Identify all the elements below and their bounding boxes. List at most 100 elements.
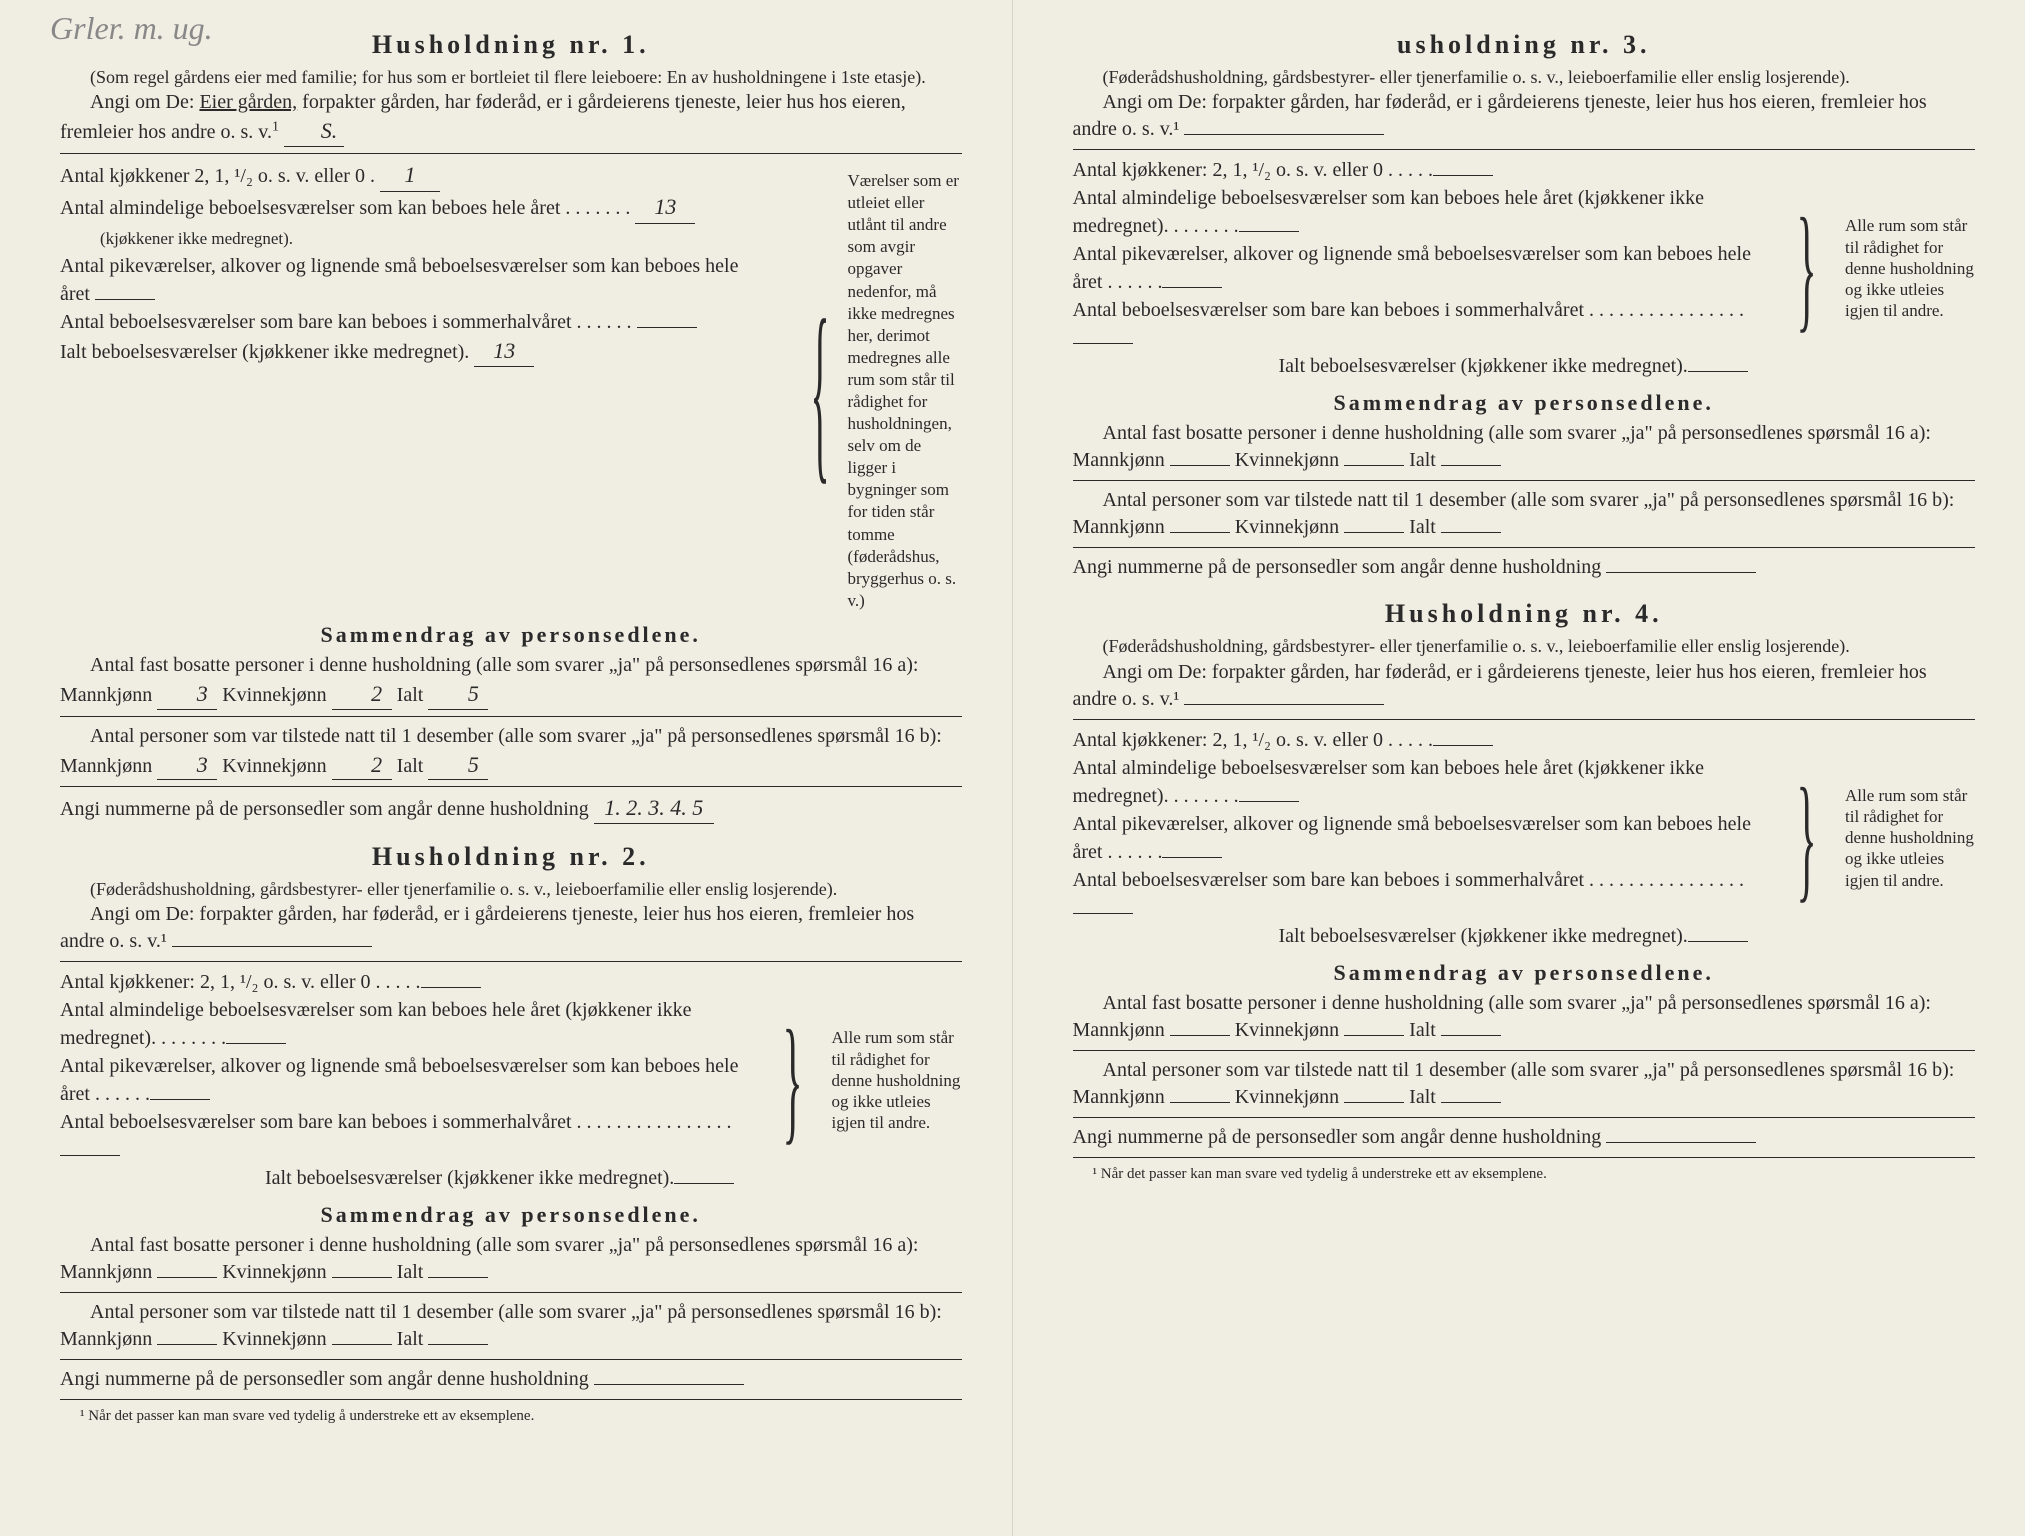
- h4-fast: Antal fast bosatte personer i denne hush…: [1073, 990, 1976, 1044]
- h4-pike-label: Antal pikeværelser, alkover og lignende …: [1073, 813, 1751, 863]
- ialt-val[interactable]: 13: [474, 336, 534, 368]
- mann-a[interactable]: 3: [157, 679, 217, 710]
- h3-ialt-val[interactable]: [1688, 371, 1748, 372]
- h4-subtitle: (Føderådshusholdning, gårdsbestyrer- ell…: [1073, 635, 1976, 658]
- angi-value[interactable]: S.: [284, 116, 344, 147]
- h4-angi: Angi om De: forpakter gården, har føderå…: [1073, 659, 1976, 713]
- h3-pike: Antal pikeværelser, alkover og lignende …: [1073, 240, 1768, 296]
- kvinne-b[interactable]: 2: [332, 750, 392, 781]
- h4-sommer-val[interactable]: [1073, 913, 1133, 914]
- h4-fast-label: Antal fast bosatte personer i denne hush…: [1073, 992, 1932, 1041]
- divider: [1073, 1157, 1976, 1158]
- angi-eier: Eier gården,: [199, 91, 297, 113]
- brace-icon: }: [1796, 803, 1816, 873]
- h3-alm-val[interactable]: [1239, 231, 1299, 232]
- h4-kjokken: Antal kjøkkener: 2, 1, ¹/₂ o. s. v. elle…: [1073, 726, 1768, 754]
- brace-icon: }: [1796, 233, 1816, 303]
- h3-nummerne-val[interactable]: [1606, 572, 1756, 573]
- sommer-val[interactable]: [637, 327, 697, 328]
- h1-rooms: Antal kjøkkener 2, 1, ¹/₂ o. s. v. eller…: [60, 160, 756, 612]
- household-1: Husholdning nr. 1. (Som regel gårdens ei…: [60, 30, 962, 824]
- h2-ialt-b[interactable]: [428, 1344, 488, 1345]
- kvinne-a[interactable]: 2: [332, 679, 392, 710]
- h4-pike: Antal pikeværelser, alkover og lignende …: [1073, 810, 1768, 866]
- h4-kjokken-label: Antal kjøkkener: 2, 1, ¹/₂ o. s. v. elle…: [1073, 729, 1434, 751]
- mann-b[interactable]: 3: [157, 750, 217, 781]
- h4-angi-val[interactable]: [1184, 704, 1384, 705]
- h1-angi: Angi om De: Eier gården, forpakter gårde…: [60, 89, 962, 147]
- h3-kvinne-b-label: Kvinnekjønn: [1235, 516, 1339, 538]
- ialt-label: Ialt beboelsesværelser (kjøkkener ikke m…: [60, 341, 469, 363]
- h2-alm-val[interactable]: [226, 1043, 286, 1044]
- h2-ialt-val[interactable]: [674, 1183, 734, 1184]
- footnote-1: ¹ Når det passer kan man svare ved tydel…: [60, 1408, 962, 1425]
- h2-sidenote: Alle rum som står til rådighet for denne…: [832, 1027, 962, 1133]
- h2-sammen-title: Sammendrag av personsedlene.: [60, 1202, 962, 1228]
- h3-tilstede: Antal personer som var tilstede natt til…: [1073, 487, 1976, 541]
- h2-rooms: Antal kjøkkener: 2, 1, ¹/₂ o. s. v. elle…: [60, 968, 754, 1192]
- ialt-b-label: Ialt: [397, 755, 424, 777]
- h4-ialt-val[interactable]: [1688, 941, 1748, 942]
- h3-mann-a[interactable]: [1170, 465, 1230, 466]
- h3-kjokken-val[interactable]: [1433, 175, 1493, 176]
- h4-ialt-a-label: Ialt: [1409, 1019, 1436, 1041]
- h3-rooms: Antal kjøkkener: 2, 1, ¹/₂ o. s. v. elle…: [1073, 156, 1768, 380]
- h3-sommer-val[interactable]: [1073, 343, 1133, 344]
- household-2: Husholdning nr. 2. (Føderådshusholdning,…: [60, 842, 962, 1425]
- h2-nummerne-val[interactable]: [594, 1384, 744, 1385]
- ialt-a[interactable]: 5: [428, 679, 488, 710]
- h2-almindelige: Antal almindelige beboelsesværelser som …: [60, 996, 754, 1052]
- h4-rooms: Antal kjøkkener: 2, 1, ¹/₂ o. s. v. elle…: [1073, 726, 1768, 950]
- h3-angi-val[interactable]: [1184, 134, 1384, 135]
- h4-kvinne-b[interactable]: [1344, 1102, 1404, 1103]
- h2-kjokken: Antal kjøkkener: 2, 1, ¹/₂ o. s. v. elle…: [60, 968, 754, 996]
- h2-kvinne-b[interactable]: [332, 1344, 392, 1345]
- h4-kjokken-val[interactable]: [1433, 745, 1493, 746]
- almindelige-val[interactable]: 13: [635, 192, 695, 224]
- h3-ialt: Ialt beboelsesværelser (kjøkkener ikke m…: [1073, 352, 1768, 380]
- h3-kjokken: Antal kjøkkener: 2, 1, ¹/₂ o. s. v. elle…: [1073, 156, 1768, 184]
- h3-kvinne-b[interactable]: [1344, 532, 1404, 533]
- h2-ialt-a[interactable]: [428, 1277, 488, 1278]
- kjokken-label: Antal kjøkkener 2, 1, ¹/₂ o. s. v. eller…: [60, 165, 375, 187]
- h3-ialt-a[interactable]: [1441, 465, 1501, 466]
- h1-fast: Antal fast bosatte personer i denne hush…: [60, 652, 962, 710]
- ialt-b[interactable]: 5: [428, 750, 488, 781]
- h2-nummerne: Angi nummerne på de personsedler som ang…: [60, 1366, 962, 1393]
- h3-pike-val[interactable]: [1162, 287, 1222, 288]
- h2-kjokken-val[interactable]: [421, 987, 481, 988]
- h4-ialt-b[interactable]: [1441, 1102, 1501, 1103]
- h2-mann-b[interactable]: [157, 1344, 217, 1345]
- h4-ialt-a[interactable]: [1441, 1035, 1501, 1036]
- nummerne-val[interactable]: 1. 2. 3. 4. 5: [594, 793, 714, 824]
- h1-tilstede: Antal personer som var tilstede natt til…: [60, 723, 962, 781]
- pike-val[interactable]: [95, 299, 155, 300]
- h3-ialt-b[interactable]: [1441, 532, 1501, 533]
- h2-tilstede-label: Antal personer som var tilstede natt til…: [60, 1301, 942, 1350]
- h2-pike-label: Antal pikeværelser, alkover og lignende …: [60, 1055, 738, 1105]
- h2-sommer-val[interactable]: [60, 1155, 120, 1156]
- h2-ialt-a-label: Ialt: [397, 1261, 424, 1283]
- h2-angi-val[interactable]: [172, 946, 372, 947]
- h2-mann-a[interactable]: [157, 1277, 217, 1278]
- h3-mann-b[interactable]: [1170, 532, 1230, 533]
- h4-nummerne-val[interactable]: [1606, 1142, 1756, 1143]
- h3-kvinne-label: Kvinnekjønn: [1235, 449, 1339, 471]
- divider: [1073, 480, 1976, 481]
- h4-mann-b[interactable]: [1170, 1102, 1230, 1103]
- h2-fast: Antal fast bosatte personer i denne hush…: [60, 1232, 962, 1286]
- h4-pike-val[interactable]: [1162, 857, 1222, 858]
- h2-nummerne-label: Angi nummerne på de personsedler som ang…: [60, 1368, 589, 1390]
- h2-kvinne-a[interactable]: [332, 1277, 392, 1278]
- almindelige-label: Antal almindelige beboelsesværelser som …: [60, 197, 630, 219]
- h2-pike-val[interactable]: [150, 1099, 210, 1100]
- h4-kvinne-a[interactable]: [1344, 1035, 1404, 1036]
- handwritten-note: Grler. m. ug.: [50, 10, 213, 47]
- h3-kvinne-a[interactable]: [1344, 465, 1404, 466]
- h3-nummerne: Angi nummerne på de personsedler som ang…: [1073, 554, 1976, 581]
- h3-alm-label: Antal almindelige beboelsesværelser som …: [1073, 187, 1704, 237]
- kjokken-val[interactable]: 1: [380, 160, 440, 192]
- h2-tilstede: Antal personer som var tilstede natt til…: [60, 1299, 962, 1353]
- h4-alm-val[interactable]: [1239, 801, 1299, 802]
- h4-mann-a[interactable]: [1170, 1035, 1230, 1036]
